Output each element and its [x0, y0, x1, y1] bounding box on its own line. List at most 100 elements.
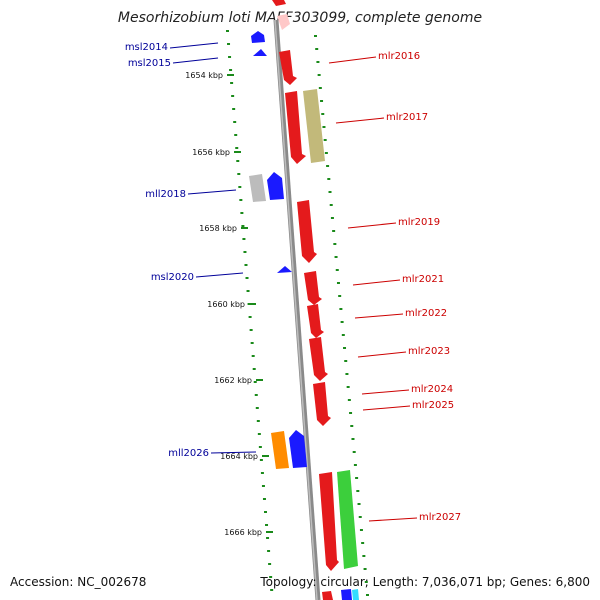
- gc-dot: [355, 477, 359, 479]
- gene-mll2018-arrow: [267, 172, 284, 200]
- leader-line-mlr2023: [357, 351, 407, 358]
- gene-label-msl2015[interactable]: msl2015: [128, 58, 171, 69]
- gene-label-mll2026[interactable]: mll2026: [168, 448, 209, 459]
- gc-dot: [358, 516, 362, 518]
- gc-dot: [345, 373, 349, 375]
- leader-line-mlr2019: [347, 222, 397, 229]
- bottom-partial-feature-cyan: [352, 589, 359, 600]
- leader-line-mll2018: [187, 189, 237, 195]
- gene-mlr2027-arrow: [319, 472, 339, 571]
- gc-dot: [359, 529, 363, 531]
- top-partial-feature-red: [272, 0, 286, 6]
- gene-label-mlr2022[interactable]: mlr2022: [405, 308, 447, 319]
- gene-label-mlr2017[interactable]: mlr2017: [386, 112, 428, 123]
- gc-dot: [365, 594, 369, 596]
- gc-dot: [253, 381, 257, 383]
- gc-dot: [227, 43, 231, 45]
- leader-line-mlr2024: [361, 389, 410, 395]
- genome-backbone-highlight: [274, 19, 318, 600]
- gene-mlr2017-arrow: [285, 91, 306, 164]
- gc-dot: [232, 108, 236, 110]
- gene-label-mll2018[interactable]: mll2018: [145, 189, 186, 200]
- gene-label-msl2014[interactable]: msl2014: [125, 42, 168, 53]
- tick-mark: [249, 303, 256, 305]
- tick-mark: [227, 74, 234, 76]
- leader-line-msl2020: [195, 272, 244, 278]
- gc-dot: [246, 290, 250, 292]
- gc-dot: [261, 485, 265, 487]
- tick-mark: [256, 379, 263, 381]
- gc-dot: [327, 178, 331, 180]
- gc-dot: [351, 438, 355, 440]
- leader-line-mlr2016: [328, 56, 377, 64]
- gene-label-mlr2019[interactable]: mlr2019: [398, 217, 440, 228]
- leader-line-mlr2021: [352, 279, 401, 286]
- topology-text: Topology: circular; Length: 7,036,071 bp…: [260, 575, 590, 589]
- outer-dot-track: [314, 35, 369, 596]
- gene-label-mlr2025[interactable]: mlr2025: [412, 400, 454, 411]
- gene-mlr2021-arrow: [304, 271, 322, 305]
- gene-label-mlr2016[interactable]: mlr2016: [378, 51, 420, 62]
- gc-dot: [322, 126, 326, 128]
- gene-mlr2017-khaki: [303, 89, 325, 163]
- tick-mark: [234, 151, 241, 153]
- gene-label-mlr2021[interactable]: mlr2021: [402, 274, 444, 285]
- gc-dot: [336, 282, 340, 284]
- gc-dot: [237, 173, 241, 175]
- genome-backbone: [273, 19, 321, 600]
- gc-dot: [353, 464, 357, 466]
- gc-dot: [267, 550, 271, 552]
- gc-dot: [258, 446, 262, 448]
- gc-dot: [349, 412, 353, 414]
- gc-dot: [263, 511, 267, 513]
- top-partial-feature-pink: [277, 14, 290, 30]
- gc-dot: [228, 56, 232, 58]
- gc-dot: [338, 295, 342, 297]
- leader-line-msl2014: [169, 42, 219, 49]
- gc-dot: [235, 147, 239, 149]
- gc-dot: [350, 425, 354, 427]
- gc-dot: [230, 82, 234, 84]
- gc-dot: [326, 165, 330, 167]
- gene-label-msl2020[interactable]: msl2020: [151, 272, 194, 283]
- gc-dot: [343, 347, 347, 349]
- gc-dot: [257, 433, 261, 435]
- gc-dot: [317, 74, 321, 76]
- gc-dot: [329, 204, 333, 206]
- tick-mark: [262, 455, 269, 457]
- gc-dot: [244, 264, 248, 266]
- gene-mlr2016-arrow: [279, 50, 297, 85]
- position-ticks: 1654 kbp 1656 kbp 1658 kbp 1660 kbp 1662 kbp…: [185, 71, 273, 537]
- gc-dot: [352, 451, 356, 453]
- gene-mll2018-grey: [249, 174, 266, 202]
- gc-dot: [239, 199, 243, 201]
- gc-dot: [233, 121, 237, 123]
- gene-labels: msl2014 msl2015 mlr2016 mlr2017 mll2018 mlr20…: [125, 42, 461, 523]
- gc-dot: [268, 563, 272, 565]
- gc-dot: [356, 490, 360, 492]
- gene-label-mlr2024[interactable]: mlr2024: [411, 384, 453, 395]
- gc-dot: [236, 160, 240, 162]
- gc-dot: [259, 459, 263, 461]
- gc-dot: [332, 230, 336, 232]
- gene-mlr2022-arrow: [307, 304, 324, 338]
- gc-dot: [363, 568, 367, 570]
- gc-dot: [269, 576, 273, 578]
- gc-dot: [238, 186, 242, 188]
- gc-dot: [254, 394, 258, 396]
- gene-msl2014-arrow: [251, 31, 265, 43]
- tick-label: 1658 kbp: [199, 224, 237, 233]
- inner-dot-track: [226, 30, 274, 591]
- gc-dot: [328, 191, 332, 193]
- gc-dot: [234, 134, 238, 136]
- leader-line-mlr2017: [335, 117, 385, 124]
- gc-dot: [320, 100, 324, 102]
- gc-dot: [266, 537, 270, 539]
- gc-dot: [361, 542, 365, 544]
- gene-label-mlr2027[interactable]: mlr2027: [419, 512, 461, 523]
- accession-text: Accession: NC_002678: [10, 575, 147, 589]
- gc-dot: [270, 589, 274, 591]
- gene-label-mlr2023[interactable]: mlr2023: [408, 346, 450, 357]
- tick-mark: [266, 531, 273, 533]
- gc-dot: [255, 407, 259, 409]
